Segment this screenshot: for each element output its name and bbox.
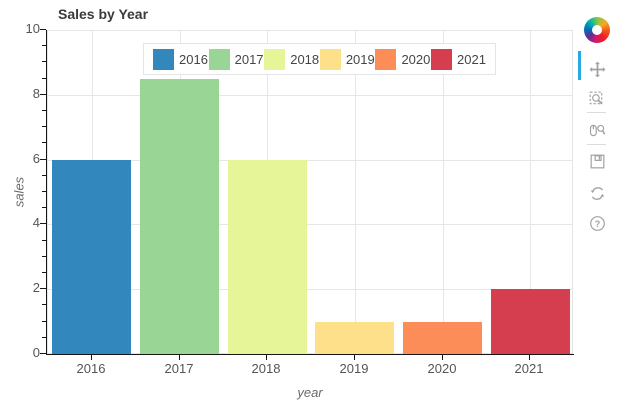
- bokeh-logo-icon[interactable]: [584, 17, 610, 43]
- y-tick-label: 0: [32, 345, 40, 360]
- y-minor-tick: [42, 320, 46, 322]
- x-tick-label: 2018: [251, 361, 281, 376]
- bar-2020: [403, 322, 482, 354]
- legend-swatch: [153, 48, 174, 70]
- legend-entry-2019: 2019: [319, 48, 375, 70]
- y-minor-tick: [42, 272, 46, 273]
- bar-2019: [315, 322, 394, 354]
- x-tick-label: 2021: [514, 361, 544, 376]
- y-axis-line: [46, 30, 47, 355]
- legend: 2016 2017 2018 2019 2020 2021: [143, 43, 496, 75]
- y-minor-tick: [42, 45, 46, 47]
- legend-swatch: [208, 48, 230, 70]
- toolbar-divider: [587, 144, 606, 145]
- x-major-tick: [266, 355, 267, 360]
- x-axis-line: [46, 354, 574, 355]
- legend-label: 2019: [345, 51, 375, 67]
- y-tick-label: 4: [32, 215, 40, 231]
- box-zoom-icon: [589, 91, 603, 105]
- bokeh-toolbar: ?: [578, 0, 631, 409]
- x-tick-label: 2017: [164, 361, 194, 376]
- y-minor-tick: [42, 207, 46, 209]
- x-tick-label: 2019: [339, 361, 369, 376]
- y-major-tick: [40, 223, 46, 225]
- y-major-tick: [40, 288, 46, 290]
- x-gridline: [355, 31, 356, 353]
- y-gridline: [48, 289, 572, 291]
- bar-2016: [52, 160, 131, 354]
- bar-2018: [228, 160, 307, 354]
- legend-swatch: [264, 48, 286, 70]
- save-button[interactable]: [585, 149, 609, 173]
- x-major-tick: [529, 355, 530, 360]
- y-tick-label: 2: [32, 280, 40, 296]
- y-minor-tick: [42, 304, 46, 306]
- legend-entry-2018: 2018: [264, 48, 320, 70]
- legend-swatch: [431, 48, 453, 70]
- bar-2021: [491, 289, 570, 354]
- y-minor-tick: [42, 142, 46, 144]
- y-major-tick: [40, 29, 46, 30]
- help-icon: ?: [589, 215, 605, 231]
- legend-label: 2020: [401, 51, 431, 67]
- legend-label: 2017: [234, 51, 264, 67]
- x-tick-label: 2020: [427, 361, 457, 376]
- x-gridline: [530, 31, 531, 353]
- y-tick-label: 10: [25, 21, 40, 36]
- wheel-zoom-icon: [589, 124, 605, 136]
- x-major-tick: [354, 355, 355, 360]
- y-major-tick: [40, 93, 46, 95]
- y-minor-tick: [42, 191, 46, 192]
- y-minor-tick: [42, 336, 46, 338]
- help-button[interactable]: ?: [585, 211, 609, 235]
- x-tick-label: 2016: [76, 361, 106, 376]
- y-minor-tick: [42, 61, 46, 63]
- legend-label: 2016: [179, 51, 208, 67]
- reset-button[interactable]: [585, 181, 609, 205]
- y-minor-tick: [42, 110, 46, 111]
- legend-entry-2021: 2021: [431, 48, 486, 70]
- y-tick-label: 6: [32, 150, 40, 166]
- y-axis-title: sales: [11, 176, 27, 208]
- y-major-tick: [40, 353, 46, 354]
- y-minor-tick: [42, 239, 46, 241]
- y-tick-label: 8: [32, 85, 40, 101]
- y-minor-tick: [42, 77, 46, 79]
- legend-swatch: [375, 48, 397, 70]
- reset-icon: [590, 186, 604, 200]
- box-zoom-button[interactable]: [585, 87, 609, 111]
- toolbar-divider: [587, 112, 606, 113]
- y-minor-tick: [42, 255, 46, 257]
- y-minor-tick: [42, 126, 46, 128]
- legend-entry-2017: 2017: [208, 48, 264, 70]
- y-gridline: [48, 159, 572, 161]
- wheel-zoom-button[interactable]: [585, 118, 609, 142]
- x-major-tick: [179, 355, 180, 360]
- y-gridline: [48, 94, 572, 96]
- chart-title: Sales by Year: [58, 6, 149, 22]
- plot-area[interactable]: [47, 30, 573, 355]
- y-gridline: [48, 30, 572, 31]
- bar-2017: [140, 79, 219, 354]
- legend-swatch: [319, 48, 341, 70]
- active-tool-indicator: [578, 51, 581, 80]
- save-icon: [590, 154, 604, 168]
- move-icon: [589, 61, 605, 77]
- svg-text:?: ?: [594, 218, 600, 228]
- x-major-tick: [442, 355, 443, 360]
- legend-label: 2021: [457, 51, 486, 67]
- x-axis-title: year: [297, 385, 323, 400]
- y-minor-tick: [42, 174, 46, 176]
- x-gridline: [443, 31, 444, 353]
- pan-button[interactable]: [585, 57, 609, 81]
- y-major-tick: [40, 158, 46, 160]
- x-major-tick: [91, 355, 92, 360]
- y-gridline: [48, 224, 572, 226]
- legend-label: 2018: [290, 51, 320, 67]
- legend-entry-2020: 2020: [375, 48, 431, 70]
- legend-entry-2016: 2016: [153, 48, 208, 70]
